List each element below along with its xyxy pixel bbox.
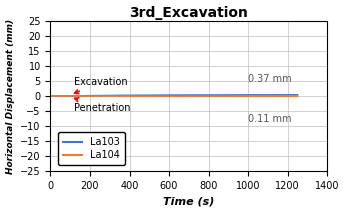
Line: La103: La103 bbox=[50, 95, 297, 96]
La103 bbox=[50, 95, 55, 97]
Text: 0.37 mm: 0.37 mm bbox=[248, 74, 292, 84]
La103 bbox=[201, 94, 206, 96]
Y-axis label: Horizontal Displacement (mm): Horizontal Displacement (mm) bbox=[6, 18, 14, 173]
La103 bbox=[189, 94, 193, 96]
Title: 3rd_Excavation: 3rd_Excavation bbox=[129, 6, 248, 20]
Text: Penetration: Penetration bbox=[74, 98, 130, 113]
La103 bbox=[159, 94, 163, 96]
La104 bbox=[189, 95, 193, 98]
La104 bbox=[50, 95, 55, 97]
X-axis label: Time (s): Time (s) bbox=[163, 197, 215, 206]
La103 bbox=[269, 94, 273, 96]
Text: Excavation: Excavation bbox=[74, 77, 127, 93]
La104 bbox=[269, 95, 273, 98]
Legend: La103, La104: La103, La104 bbox=[58, 132, 125, 165]
La103 bbox=[295, 94, 299, 96]
La104 bbox=[53, 95, 58, 97]
La104 bbox=[159, 95, 163, 98]
La103 bbox=[48, 95, 52, 97]
La104 bbox=[201, 95, 206, 98]
Text: 0.11 mm: 0.11 mm bbox=[248, 113, 292, 124]
La104 bbox=[48, 95, 52, 97]
La103 bbox=[53, 95, 58, 97]
La104 bbox=[295, 95, 299, 98]
